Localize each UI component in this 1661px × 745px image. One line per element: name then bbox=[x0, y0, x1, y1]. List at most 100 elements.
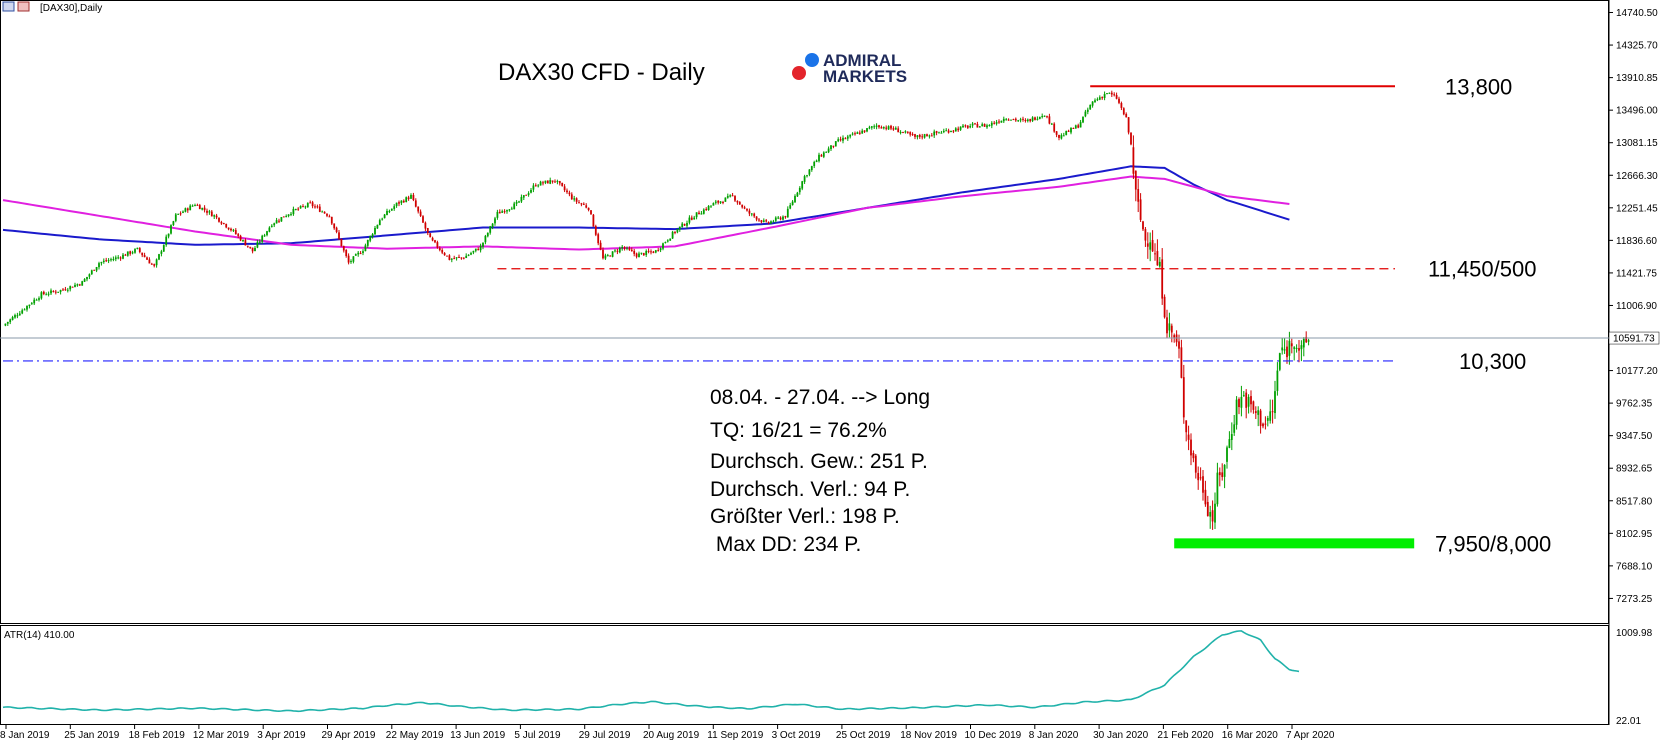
candle-down bbox=[1154, 253, 1156, 255]
candle-down bbox=[976, 123, 979, 128]
candle-down bbox=[566, 190, 568, 193]
candle-up bbox=[861, 130, 864, 134]
candle-down bbox=[630, 249, 633, 252]
candle-up bbox=[710, 205, 712, 207]
candle-down bbox=[237, 234, 240, 236]
candle-up bbox=[160, 251, 163, 254]
candle-up bbox=[834, 141, 837, 147]
candle-up bbox=[549, 180, 552, 184]
stats-block: 08.04. - 27.04. --> Long TQ: 16/21 = 76.… bbox=[710, 386, 930, 556]
candle-up bbox=[882, 127, 885, 129]
candle-down bbox=[1048, 116, 1051, 124]
candle-down bbox=[594, 226, 597, 235]
candle-down bbox=[230, 228, 232, 231]
candle-up bbox=[155, 259, 158, 266]
candle-down bbox=[441, 250, 444, 253]
candle-down bbox=[309, 202, 312, 204]
candle-up bbox=[134, 249, 136, 253]
candle-up bbox=[285, 215, 288, 218]
candle-up bbox=[846, 136, 849, 139]
candle-up bbox=[962, 125, 964, 128]
candle-down bbox=[448, 255, 451, 260]
candle-up bbox=[527, 193, 530, 195]
candle-down bbox=[244, 240, 247, 246]
candle-down bbox=[1125, 113, 1128, 118]
candle-up bbox=[1036, 118, 1039, 120]
candle-up bbox=[268, 227, 271, 232]
candle-up bbox=[870, 126, 873, 128]
candle-down bbox=[755, 216, 758, 220]
date-tick-label: 12 Mar 2019 bbox=[193, 730, 250, 741]
candle-down bbox=[820, 155, 823, 157]
candle-up bbox=[287, 214, 290, 217]
candle-down bbox=[1163, 296, 1166, 318]
stat-line: Größter Verl.: 198 P. bbox=[710, 505, 900, 528]
candle-down bbox=[690, 217, 693, 220]
candle-up bbox=[510, 208, 513, 210]
candle-up bbox=[803, 176, 806, 182]
candle-down bbox=[885, 127, 888, 129]
candle-up bbox=[866, 128, 868, 132]
candle-down bbox=[966, 125, 969, 128]
candle-up bbox=[1242, 395, 1245, 397]
candle-down bbox=[347, 255, 350, 263]
candle-up bbox=[1266, 418, 1269, 421]
candle-up bbox=[988, 125, 991, 127]
level-label: 10,300 bbox=[1459, 349, 1526, 374]
candle-up bbox=[794, 195, 796, 203]
candle-up bbox=[306, 203, 309, 208]
candle-down bbox=[318, 206, 321, 212]
candle-down bbox=[1259, 410, 1262, 426]
candle-up bbox=[868, 127, 871, 129]
candle-down bbox=[587, 207, 590, 211]
candle-up bbox=[88, 274, 91, 277]
candle-up bbox=[556, 180, 559, 182]
candle-up bbox=[479, 246, 482, 251]
candle-up bbox=[1010, 119, 1012, 121]
candle-down bbox=[402, 200, 405, 203]
candle-down bbox=[222, 222, 225, 224]
candle-down bbox=[1187, 434, 1190, 440]
candle-up bbox=[1288, 340, 1291, 356]
candle-up bbox=[81, 281, 84, 286]
candle-up bbox=[258, 241, 261, 243]
candle-down bbox=[628, 248, 631, 250]
candle-down bbox=[647, 250, 650, 252]
candle-down bbox=[311, 202, 314, 207]
candle-down bbox=[592, 214, 595, 227]
candle-down bbox=[124, 254, 127, 256]
logo-dot-red bbox=[792, 66, 806, 80]
candle-down bbox=[278, 220, 280, 222]
candle-up bbox=[606, 255, 609, 257]
candle-down bbox=[935, 131, 938, 133]
candle-up bbox=[1074, 125, 1077, 129]
candle-down bbox=[330, 216, 333, 224]
candle-up bbox=[995, 122, 998, 124]
candle-up bbox=[410, 194, 412, 199]
candle-up bbox=[928, 135, 931, 137]
candle-down bbox=[186, 208, 189, 211]
candle-up bbox=[208, 211, 211, 213]
candle-down bbox=[1286, 346, 1288, 358]
candle-up bbox=[14, 315, 16, 318]
candle-down bbox=[570, 194, 573, 200]
candle-up bbox=[383, 214, 386, 219]
candle-down bbox=[1264, 423, 1267, 425]
candle-up bbox=[30, 303, 33, 305]
candle-down bbox=[844, 138, 847, 140]
candle-up bbox=[74, 284, 76, 287]
candle-down bbox=[568, 192, 571, 195]
candle-up bbox=[830, 145, 832, 150]
candle-up bbox=[261, 235, 264, 242]
candle-down bbox=[1067, 130, 1070, 132]
candle-down bbox=[1146, 243, 1149, 247]
candle-up bbox=[789, 205, 792, 209]
candle-up bbox=[990, 122, 993, 126]
candles bbox=[4, 90, 1310, 530]
candle-up bbox=[304, 206, 307, 208]
candle-down bbox=[1142, 221, 1144, 230]
candle-up bbox=[371, 234, 374, 237]
candle-down bbox=[198, 205, 201, 210]
candle-down bbox=[558, 180, 561, 184]
candle-down bbox=[333, 223, 336, 229]
